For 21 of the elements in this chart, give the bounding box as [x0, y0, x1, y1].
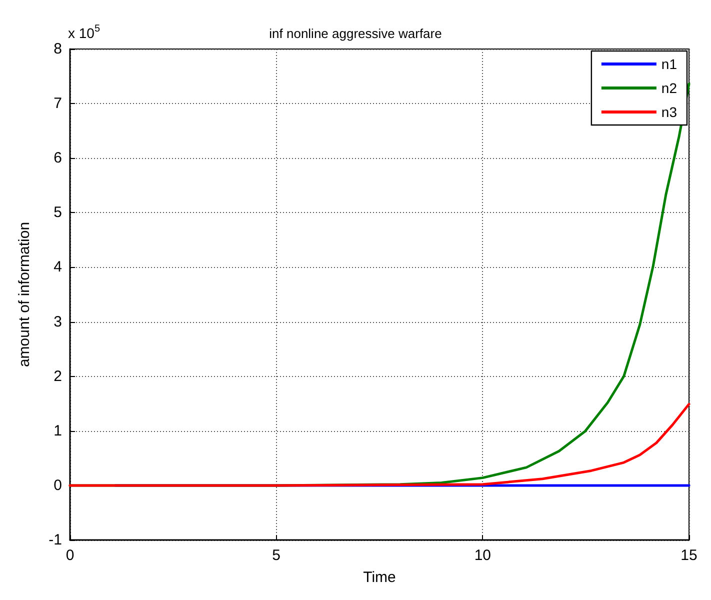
y-tick-label: -1 [48, 532, 62, 548]
y-tick-label: 5 [54, 204, 62, 222]
legend-label: n2 [661, 80, 678, 96]
x-axis-title: Time [363, 569, 396, 586]
y-tick-label: 2 [54, 368, 62, 385]
y-tick-label: 1 [54, 422, 62, 440]
legend-label: n3 [661, 104, 678, 120]
y-tick-label: 0 [54, 476, 62, 494]
y-tick-label: 7 [54, 95, 62, 112]
x-tick-label: 5 [272, 547, 281, 564]
y-tick-label: 8 [54, 40, 62, 58]
line-series [68, 402, 690, 487]
y-tick-label: 3 [54, 313, 62, 330]
x-tick-label: 10 [474, 547, 492, 564]
y-tick-label: 6 [54, 150, 62, 167]
y-tick-label: 4 [54, 258, 62, 276]
y-axis-title: amount of information [16, 222, 33, 368]
x-tick-label: 15 [680, 547, 698, 564]
legend-label: n1 [661, 56, 678, 72]
x-tick-label: 0 [66, 547, 74, 564]
chart-title: inf nonline aggressive warfare [269, 26, 442, 41]
